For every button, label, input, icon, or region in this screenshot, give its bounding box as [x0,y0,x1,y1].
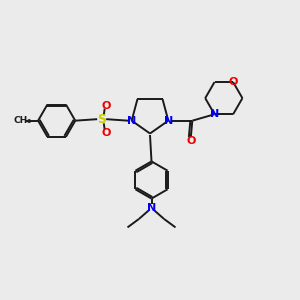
Text: N: N [210,109,219,119]
Text: N: N [164,116,173,126]
Text: N: N [127,116,136,126]
Text: O: O [228,77,238,87]
Text: O: O [101,128,111,138]
Text: S: S [97,113,106,126]
Text: CH₃: CH₃ [14,116,32,125]
Text: O: O [186,136,196,146]
Text: N: N [147,202,156,213]
Text: O: O [101,101,111,111]
